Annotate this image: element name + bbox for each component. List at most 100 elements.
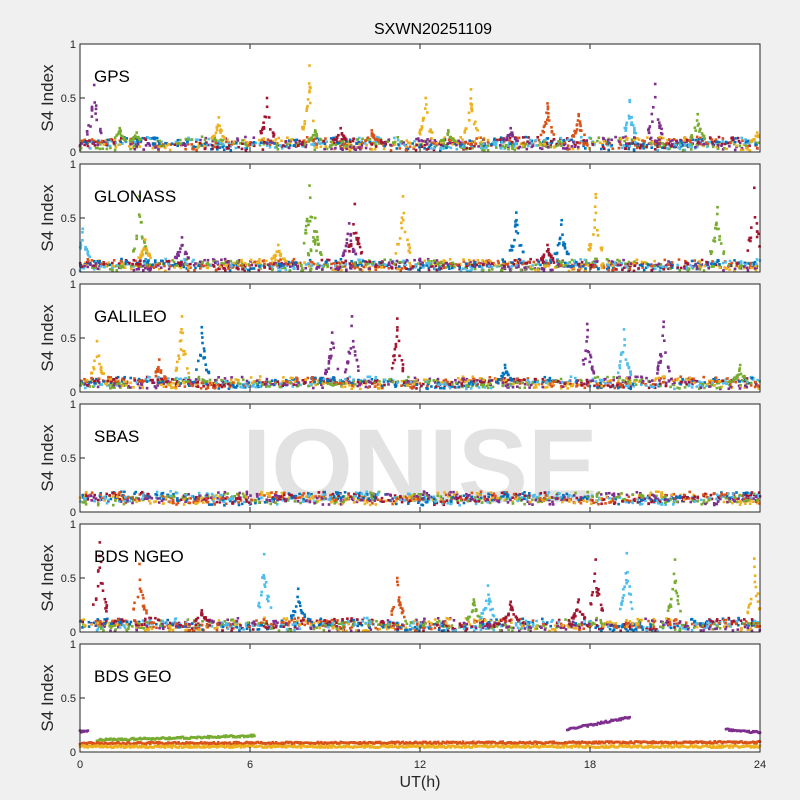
data-point [136, 138, 140, 142]
data-point [546, 102, 549, 105]
data-point [624, 358, 628, 361]
data-point [113, 138, 116, 142]
data-point [179, 247, 182, 250]
data-point [596, 386, 599, 389]
data-point [304, 228, 307, 232]
data-point [375, 385, 378, 388]
data-point [94, 107, 98, 111]
data-point [718, 141, 721, 144]
data-point [187, 136, 190, 140]
data-point [721, 138, 725, 142]
data-point [227, 263, 231, 266]
data-point [629, 385, 633, 388]
data-point [624, 126, 628, 130]
data-point [461, 375, 465, 378]
data-point [378, 263, 381, 266]
data-point [286, 383, 289, 386]
data-point [616, 382, 619, 385]
data-point [188, 262, 192, 266]
data-point [249, 258, 253, 262]
data-point [86, 261, 89, 264]
data-point [268, 264, 272, 268]
data-point [383, 378, 387, 382]
data-point [474, 384, 478, 387]
data-point [715, 386, 719, 390]
data-point [596, 228, 599, 232]
data-point [422, 382, 425, 386]
data-point [86, 265, 89, 269]
data-point [421, 119, 425, 122]
data-point [156, 144, 160, 148]
data-point [377, 142, 381, 145]
data-point [745, 266, 749, 270]
data-point [292, 257, 296, 261]
data-point [356, 384, 359, 388]
data-point [185, 267, 189, 270]
data-point [435, 261, 438, 265]
data-point [520, 261, 523, 265]
data-point [716, 260, 719, 264]
data-point [718, 264, 722, 267]
data-point [541, 143, 545, 147]
data-point [734, 380, 738, 384]
data-point [657, 137, 660, 140]
data-point [757, 141, 761, 145]
data-point [515, 381, 519, 385]
data-point [508, 139, 512, 143]
data-point [185, 262, 189, 266]
data-point [338, 265, 342, 268]
data-point [442, 147, 445, 150]
data-point [294, 145, 298, 148]
data-point [302, 139, 305, 143]
data-point [479, 377, 482, 380]
data-point [304, 263, 308, 266]
data-point [424, 378, 428, 382]
data-point [585, 322, 589, 326]
data-point [329, 383, 333, 386]
data-point [337, 261, 341, 265]
data-point [601, 136, 605, 140]
data-point [340, 132, 344, 135]
data-point [495, 140, 498, 144]
data-point [206, 266, 209, 270]
data-point [405, 145, 408, 148]
data-point [393, 136, 396, 140]
data-point [307, 253, 310, 256]
data-point [536, 136, 539, 139]
data-point [94, 140, 97, 144]
data-point [705, 493, 708, 496]
data-point [660, 127, 663, 131]
data-point [706, 263, 710, 266]
data-point [308, 219, 312, 223]
data-point [100, 369, 103, 373]
data-point [296, 267, 300, 271]
data-point [136, 136, 139, 139]
data-point [197, 375, 201, 379]
data-point [216, 143, 220, 147]
data-point [433, 503, 436, 507]
data-point [560, 218, 563, 222]
data-point [647, 131, 651, 135]
data-point [331, 268, 335, 271]
data-point [144, 266, 147, 270]
data-point [551, 382, 554, 386]
data-point [566, 144, 570, 147]
data-point [664, 384, 668, 388]
data-point [490, 143, 493, 146]
data-point [304, 224, 308, 228]
data-point [557, 259, 561, 263]
data-point [276, 148, 280, 151]
data-point [743, 265, 746, 268]
data-point [709, 384, 712, 388]
data-point [595, 260, 598, 263]
data-point [227, 260, 230, 264]
data-point [215, 381, 218, 385]
data-point [374, 265, 377, 268]
data-point [690, 145, 693, 149]
data-point [145, 249, 149, 253]
data-point [539, 146, 542, 150]
data-point [448, 258, 452, 261]
data-point [395, 259, 399, 263]
data-point [707, 140, 710, 144]
data-point [327, 367, 330, 370]
